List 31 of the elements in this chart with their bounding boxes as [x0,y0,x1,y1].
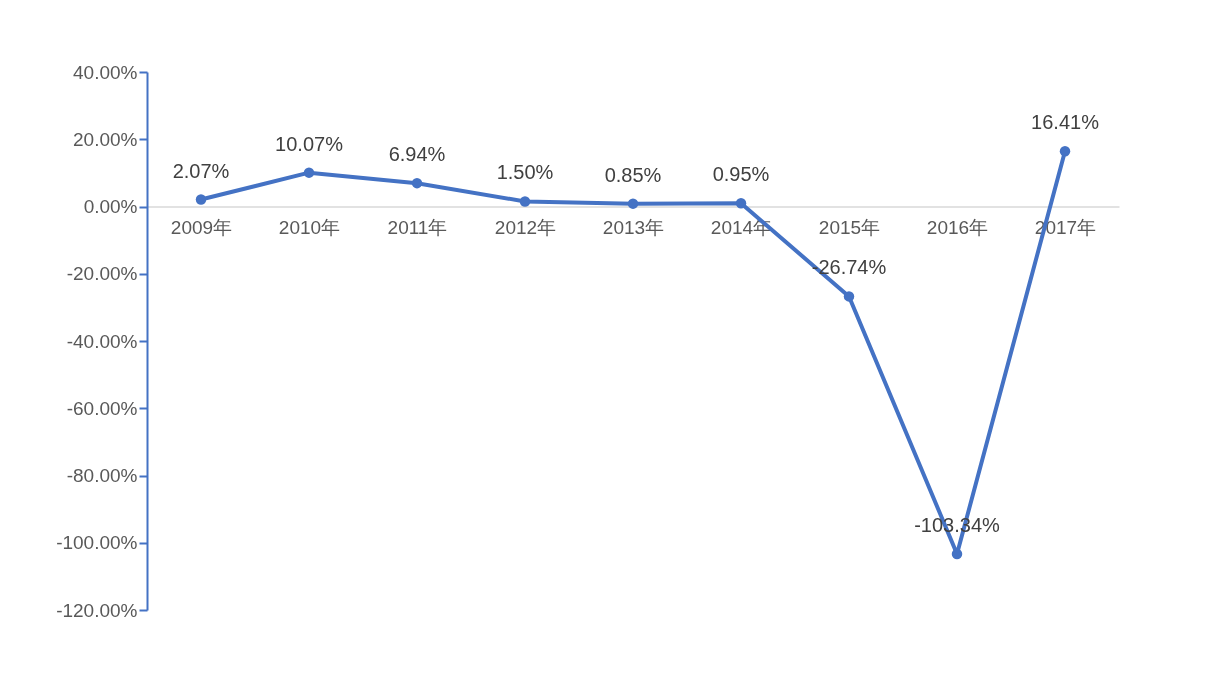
y-tick-label: 0.00% [83,196,138,217]
text: 0.95% [712,163,770,186]
x-tick-label: 2016年 [926,217,989,238]
y-tick-label: -20.00% [66,263,138,285]
y-tick-label: -120.00% [56,599,138,621]
x-tick-label: 2010年 [278,217,341,238]
point [411,177,423,189]
x-tick-label: 2015年 [818,217,881,238]
text: 0.85% [604,163,662,186]
x-tick-label: 2011年 [387,217,448,238]
y-tick-label: -40.00% [66,330,138,352]
point [1059,146,1071,157]
x-tick-label: 2012年 [494,217,557,238]
text: 6.94% [388,143,446,166]
point [843,291,855,302]
point [519,196,531,207]
point [195,194,207,205]
text: 1.50% [496,161,554,184]
y-tick-label: 40.00% [73,61,138,83]
text: 16.41% [1031,111,1099,134]
text: 2.07% [172,159,230,182]
x-tick-label: 2009年 [170,217,233,238]
point [303,167,315,178]
x-tick-label: 2013年 [602,217,665,238]
point [735,198,747,209]
y-tick-label: -60.00% [66,397,138,419]
text: 10.07% [275,132,343,155]
y-tick-label: -80.00% [66,465,138,486]
y-tick-label: -100.00% [56,532,138,554]
y-tick-label: 20.00% [73,128,138,150]
point [627,198,639,209]
